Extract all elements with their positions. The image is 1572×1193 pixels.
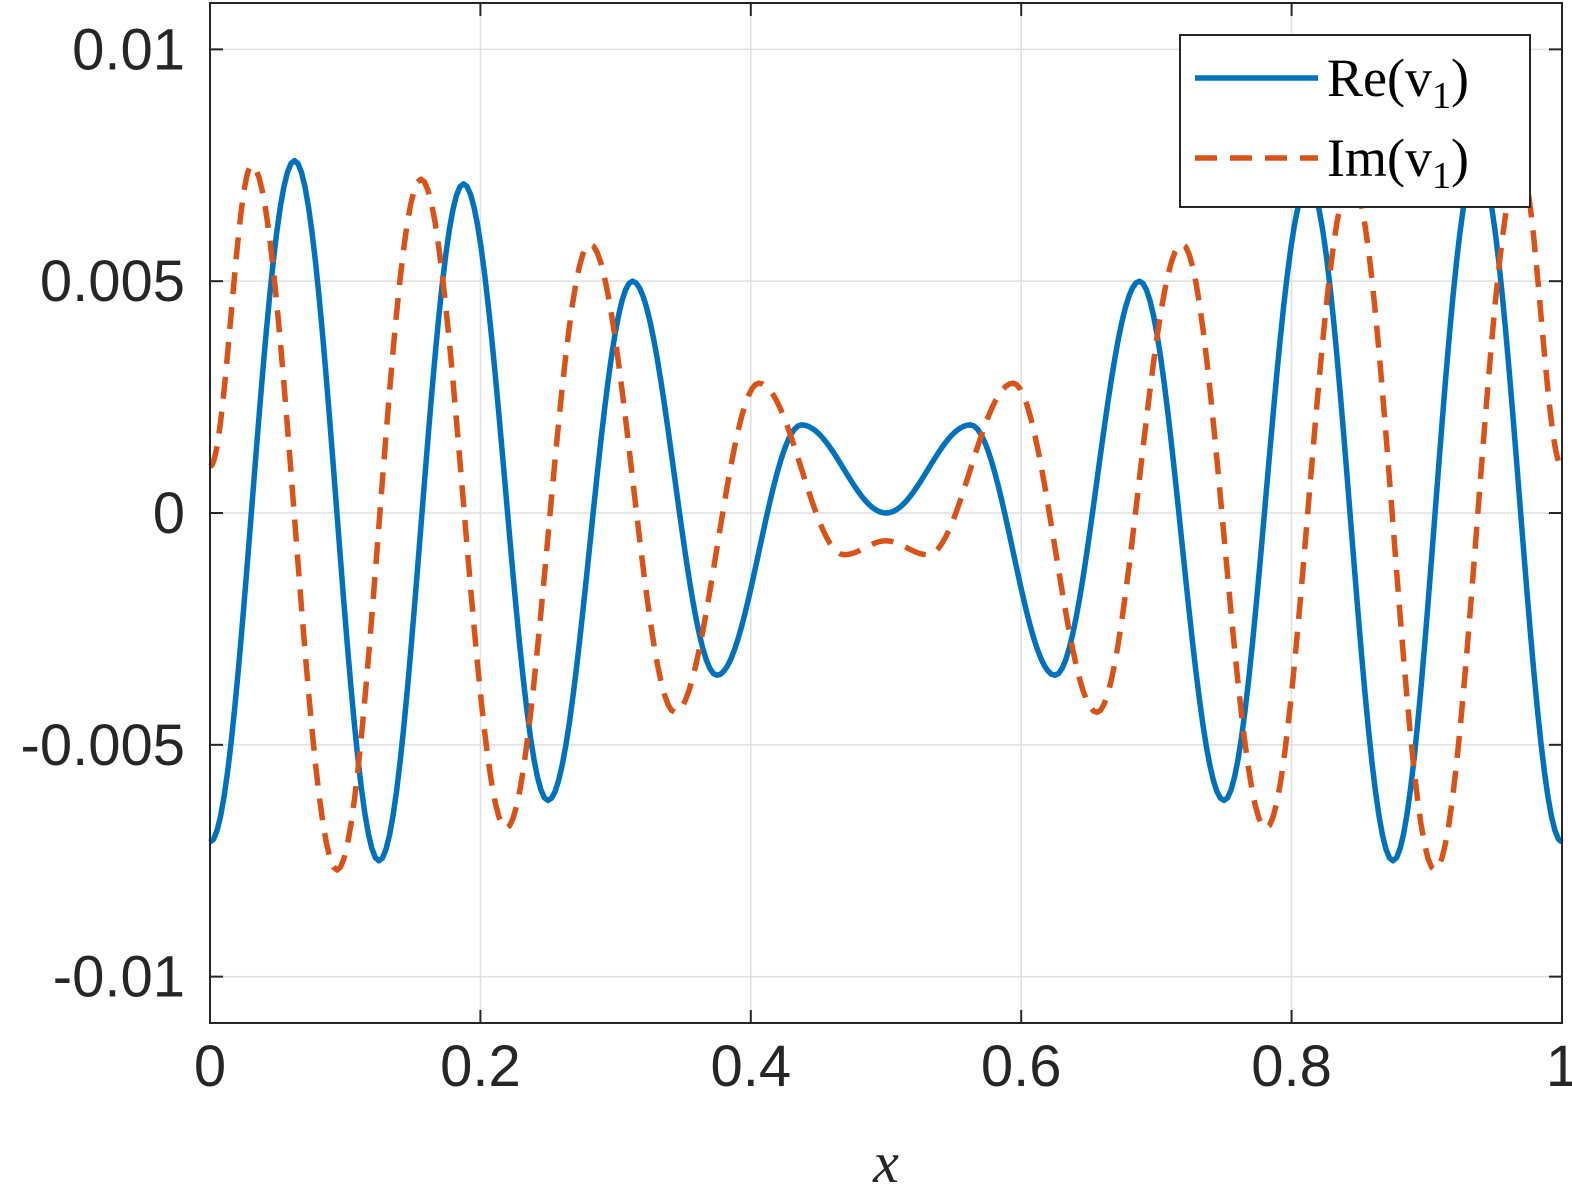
series-line-im-v1 [208, 162, 1564, 873]
x-tick-label-0: 0 [194, 1034, 226, 1099]
y-tick-label-3: -0.005 [21, 713, 185, 778]
legend-label-re-v1: Re(v1) [1327, 48, 1469, 117]
x-tick-label-1: 0.2 [440, 1034, 521, 1099]
legend-box [1179, 34, 1531, 208]
y-tick-label-2: 0 [153, 481, 185, 546]
x-tick-label-5: 1 [1546, 1034, 1572, 1099]
x-tick-label-3: 0.6 [981, 1034, 1062, 1099]
x-tick-label-4: 0.8 [1251, 1034, 1332, 1099]
series-layer [208, 157, 1564, 873]
legend-label-im-v1: Im(v1) [1327, 128, 1469, 197]
ticks: 0 0.2 0.4 0.6 0.8 1 0.01 0.005 0 -0.005 -0.01 [21, 3, 1572, 1099]
x-tick-label-2: 0.4 [710, 1034, 791, 1099]
y-tick-label-0: 0.01 [72, 17, 185, 82]
y-tick-label-1: 0.005 [40, 249, 185, 314]
series-line-re-v1 [208, 157, 1564, 864]
legend: Re(v1) Im(v1) [1179, 34, 1531, 208]
x-axis-label: x [872, 1130, 899, 1193]
y-tick-label-4: -0.01 [53, 945, 185, 1010]
